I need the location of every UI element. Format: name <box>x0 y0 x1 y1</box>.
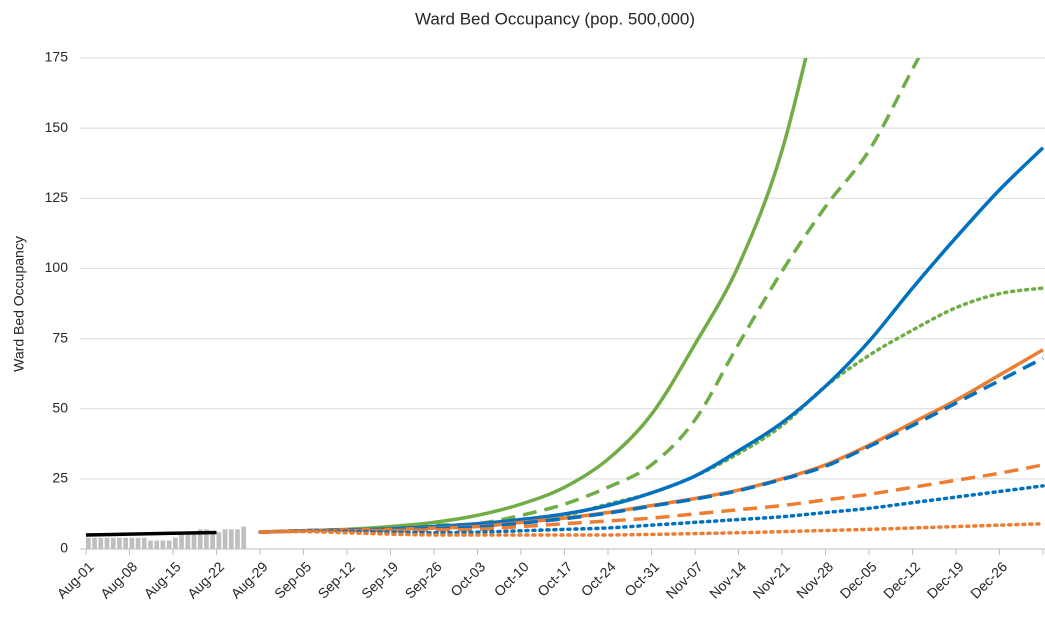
x-tick-label: Dec-12 <box>880 558 923 601</box>
x-tick-label: Aug-15 <box>140 558 183 601</box>
x-tick-label: Dec-19 <box>924 558 967 601</box>
x-tick-label: Oct-03 <box>447 558 488 599</box>
series-line <box>258 484 1045 535</box>
bar <box>86 537 91 549</box>
x-tick-label: Aug-08 <box>97 558 140 601</box>
x-tick-label: Nov-07 <box>663 558 706 601</box>
y-tick-label: 150 <box>45 119 69 135</box>
series-line <box>259 356 1044 534</box>
bar <box>110 537 116 549</box>
y-tick-label: 125 <box>45 189 69 205</box>
bar <box>173 537 178 549</box>
y-tick-label: 25 <box>52 470 68 486</box>
bar <box>160 540 166 549</box>
x-tick-label: Aug-29 <box>227 558 270 601</box>
bar <box>185 534 191 549</box>
x-tick-label: Dec-26 <box>967 558 1010 601</box>
y-tick-label: 0 <box>60 540 68 556</box>
x-tick-label: Dec-05 <box>837 558 880 601</box>
x-tick-label: Sep-26 <box>401 558 444 601</box>
bar <box>241 526 247 549</box>
chart-title: Ward Bed Occupancy (pop. 500,000) <box>415 9 695 28</box>
series-line <box>259 348 1044 534</box>
y-axis-label: Ward Bed Occupancy <box>11 236 27 372</box>
x-tick-label: Aug-22 <box>184 558 227 601</box>
y-tick-label: 50 <box>52 399 68 415</box>
x-tick-label: Aug-01 <box>53 558 96 601</box>
bar <box>154 540 160 549</box>
series-line <box>259 146 1045 534</box>
y-tick-label: 75 <box>52 329 68 345</box>
series-line <box>259 58 921 534</box>
bar <box>228 529 234 549</box>
bar <box>235 529 240 549</box>
bar <box>222 529 228 549</box>
bar <box>197 529 203 549</box>
bar <box>98 537 104 549</box>
x-tick-label: Nov-28 <box>793 558 836 601</box>
bar <box>204 529 209 549</box>
bar <box>123 537 128 549</box>
x-tick-label: Sep-12 <box>314 558 357 601</box>
bar <box>129 537 135 549</box>
x-tick-label: Sep-19 <box>358 558 401 601</box>
x-tick-label: Oct-10 <box>491 558 532 599</box>
y-tick-label: 100 <box>45 259 69 275</box>
bar <box>166 540 172 549</box>
series-line <box>258 286 1045 534</box>
series-line <box>259 463 1044 534</box>
x-tick-label: Nov-21 <box>750 558 793 601</box>
bar <box>210 532 215 549</box>
bar <box>179 534 184 549</box>
x-tick-label: Oct-31 <box>621 558 662 599</box>
bar <box>104 537 110 549</box>
x-tick-label: Oct-24 <box>578 558 619 599</box>
series-line <box>85 530 217 537</box>
bar <box>141 537 147 549</box>
bar <box>135 537 141 549</box>
bar <box>148 540 153 549</box>
series-line <box>258 521 1045 537</box>
x-tick-label: Sep-05 <box>271 558 314 601</box>
bar <box>117 537 122 549</box>
bar <box>216 532 222 549</box>
y-tick-label: 175 <box>45 49 69 65</box>
x-tick-label: Oct-17 <box>534 558 575 599</box>
x-tick-label: Nov-14 <box>706 558 749 601</box>
bar <box>191 532 197 549</box>
bar <box>92 537 97 549</box>
